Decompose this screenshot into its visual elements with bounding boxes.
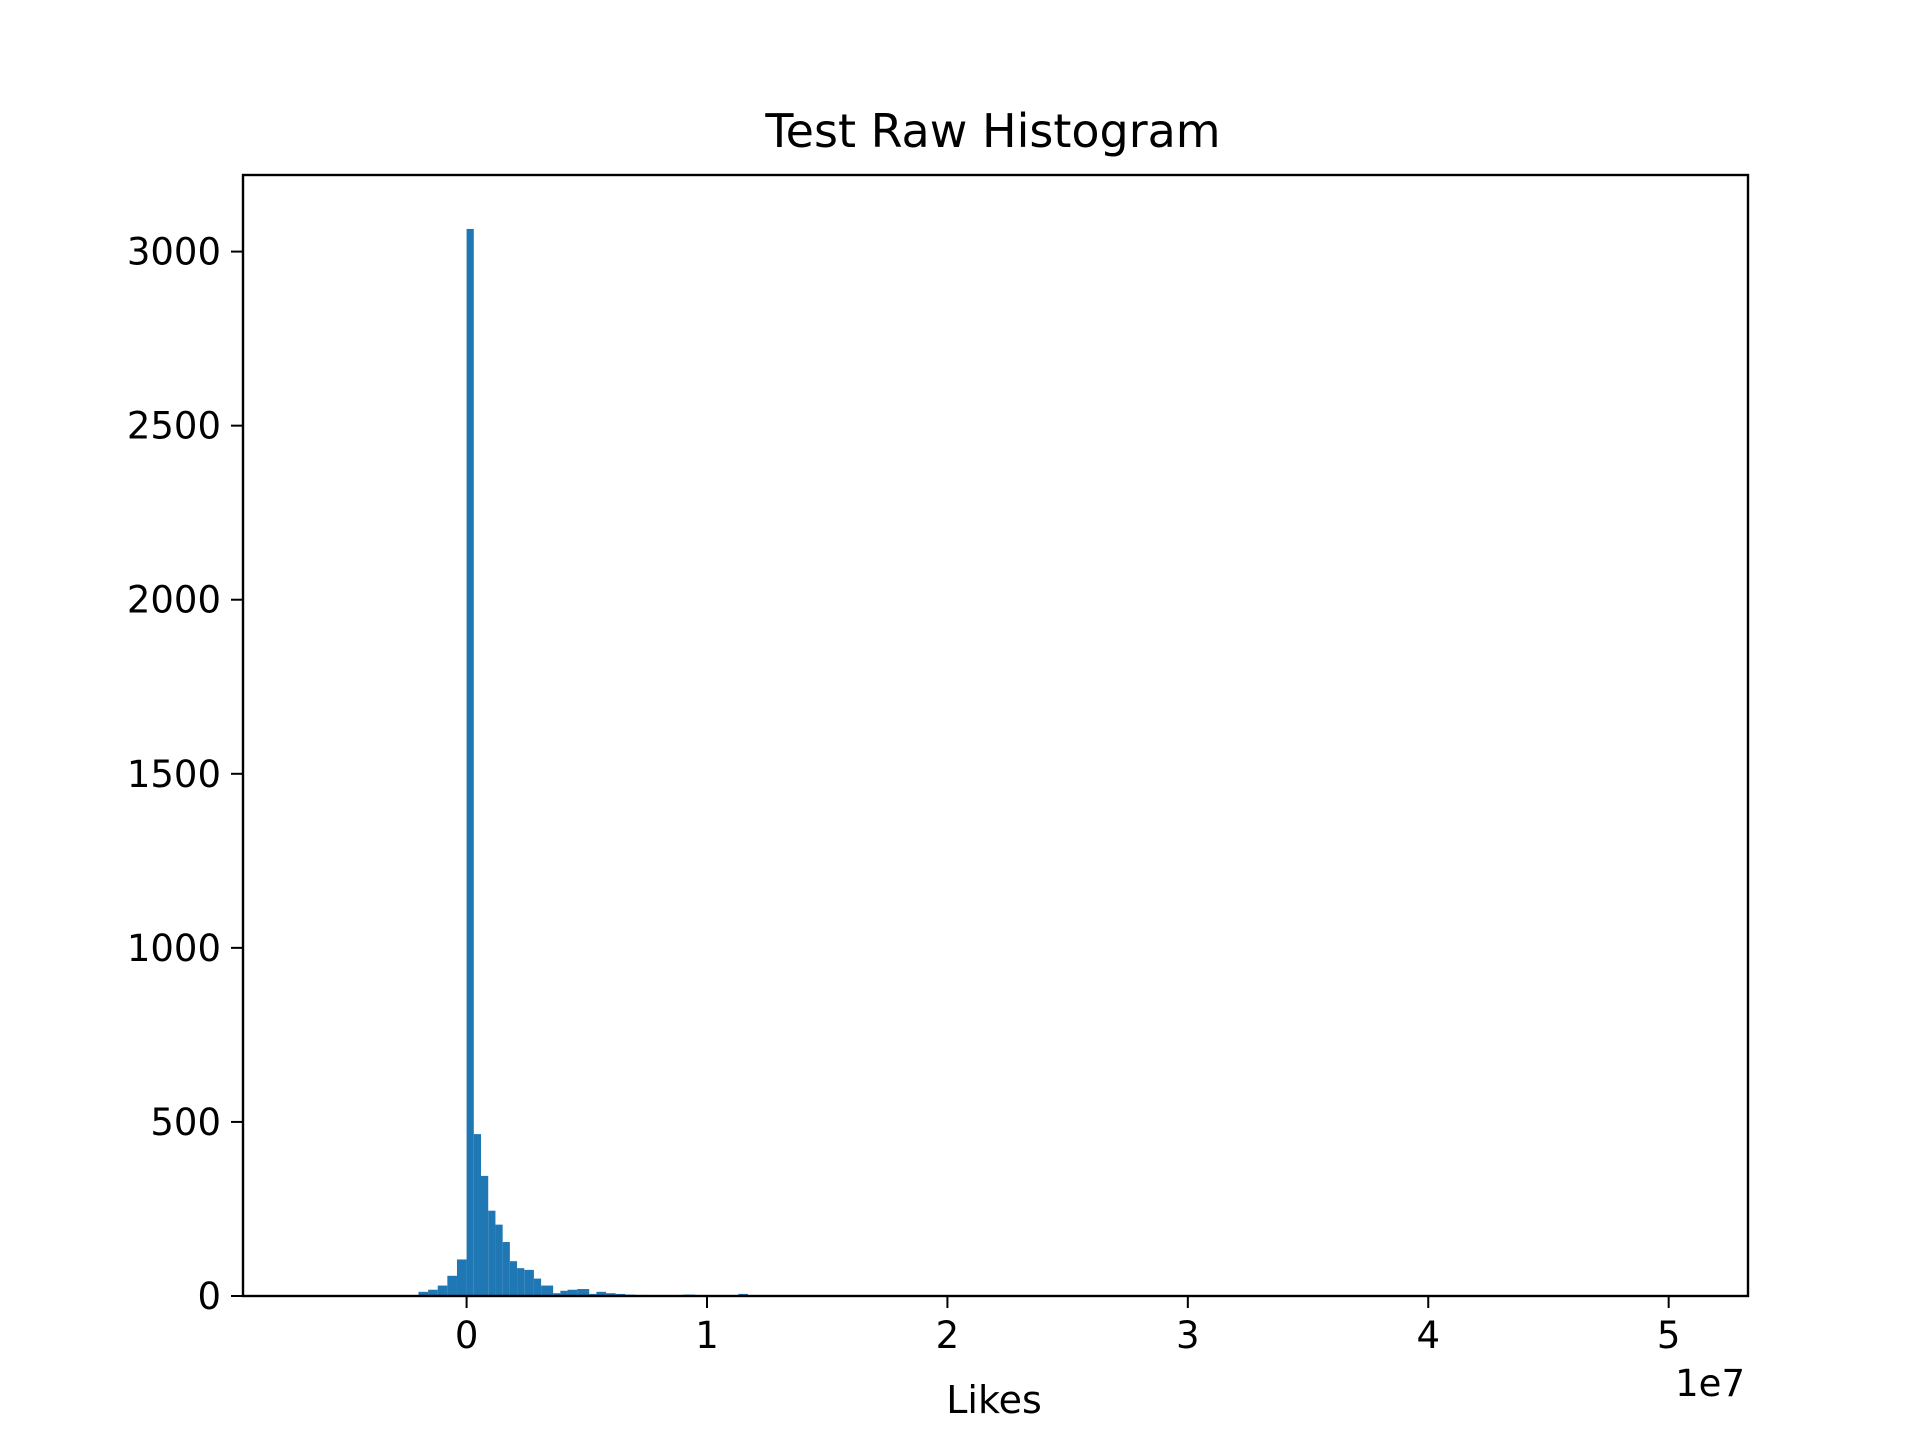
y-tick-label-2: 1000 — [127, 927, 221, 970]
histogram-bar-22 — [606, 1293, 616, 1296]
plot-frame — [241, 173, 1750, 1298]
histogram-bar-7 — [481, 1175, 489, 1296]
x-tick-label-0: 0 — [455, 1314, 479, 1357]
histogram-bar-14 — [533, 1278, 542, 1296]
histogram-bar-9 — [495, 1224, 503, 1296]
bars-group — [418, 228, 792, 1296]
histogram-bar-8 — [488, 1210, 496, 1296]
x-tick-label-2: 2 — [936, 1314, 960, 1357]
y-tick-label-1: 500 — [150, 1101, 221, 1144]
histogram-bar-0 — [418, 1291, 429, 1296]
x-axis-ticks: 0 1 2 3 4 5 — [455, 1296, 1681, 1357]
x-axis-label: Likes — [946, 1378, 1042, 1422]
histogram-bar-3 — [447, 1275, 457, 1296]
x-tick-label-5: 5 — [1657, 1314, 1681, 1357]
histogram-bar-17 — [560, 1290, 568, 1296]
x-tick-label-1: 1 — [695, 1314, 719, 1357]
histogram-bar-2 — [437, 1285, 448, 1296]
histogram-bar-21 — [596, 1291, 607, 1296]
x-axis-offset-label: 1e7 — [1675, 1362, 1745, 1405]
chart-title: Test Raw Histogram — [764, 104, 1220, 158]
histogram-bar-5 — [466, 228, 474, 1296]
y-tick-label-3: 1500 — [127, 753, 221, 796]
y-axis-ticks: 0 500 1000 1500 2000 2500 3000 — [127, 231, 243, 1318]
histogram-bar-15 — [541, 1285, 554, 1296]
y-tick-label-0: 0 — [197, 1275, 221, 1318]
y-tick-label-4: 2000 — [127, 579, 221, 622]
histogram-bar-13 — [524, 1269, 534, 1296]
histogram-bar-19 — [577, 1289, 590, 1296]
histogram-bar-16 — [553, 1293, 561, 1296]
histogram-bar-10 — [502, 1242, 510, 1296]
histogram-bar-6 — [473, 1134, 482, 1296]
histogram-bar-1 — [428, 1289, 438, 1296]
x-tick-label-3: 3 — [1176, 1314, 1200, 1357]
histogram-bar-18 — [567, 1289, 578, 1296]
histogram-bar-11 — [509, 1261, 518, 1296]
histogram-bar-12 — [517, 1268, 525, 1296]
y-tick-label-6: 3000 — [127, 231, 221, 274]
x-tick-label-4: 4 — [1416, 1314, 1440, 1357]
y-tick-label-5: 2500 — [127, 405, 221, 448]
histogram-bar-4 — [456, 1259, 467, 1296]
